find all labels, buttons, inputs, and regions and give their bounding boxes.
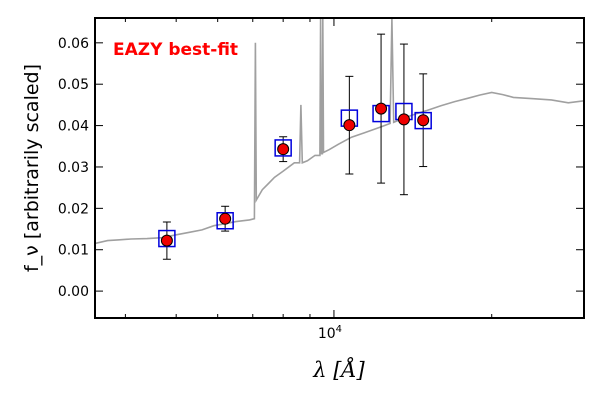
x-tick-label: 104: [318, 324, 342, 342]
model-photometry-marker: [274, 139, 292, 157]
y-tick-label: 0.03: [58, 160, 89, 176]
x-axis-label: λ [Å]: [312, 357, 365, 382]
observed-photometry-point: [219, 212, 232, 225]
model-photometry-marker: [414, 111, 432, 130]
observed-photometry-point: [375, 102, 388, 115]
ticks-layer: 0.00 0.01 0.02 0.03 0.04 0.05 0.06 104: [58, 18, 585, 342]
model-sed-line: [95, 18, 584, 245]
y-tick-label: 0.06: [58, 36, 89, 52]
x-tick-label-exponent: 4: [336, 324, 342, 335]
y-tick-label: 0.04: [58, 119, 89, 135]
observed-photometry-point: [397, 113, 410, 126]
observed-photometry-point: [417, 114, 430, 127]
observed-photometry-point: [277, 143, 290, 156]
observed-photometry-point: [343, 119, 356, 132]
y-tick-label: 0.00: [58, 284, 89, 300]
observed-photometry-point: [160, 234, 173, 247]
y-tick-label: 0.05: [58, 77, 89, 93]
x-tick-label-base: 10: [318, 326, 336, 342]
y-tick-label: 0.01: [58, 243, 89, 259]
plot-layer: [95, 18, 584, 260]
plot-frame: [94, 17, 585, 319]
y-tick-label: 0.02: [58, 201, 89, 217]
chart-annotation: EAZY best-fit: [113, 40, 238, 60]
y-axis-label: f_ν [arbitrarily scaled]: [21, 64, 43, 272]
